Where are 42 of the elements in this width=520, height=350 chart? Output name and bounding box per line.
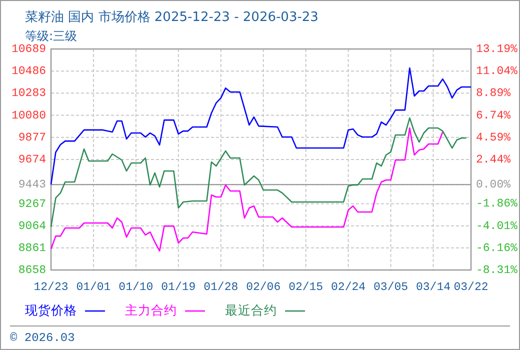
y2-tick-label: 11.04% <box>476 65 518 78</box>
y-tick-label: 8658 <box>18 264 46 278</box>
x-tick-label: 02/24 <box>331 281 366 294</box>
y-tick-label: 10486 <box>11 65 46 78</box>
y2-tick-label: -4.01% <box>476 220 518 233</box>
y-tick-label: 8861 <box>18 242 46 255</box>
x-tick-label: 02/06 <box>246 281 281 294</box>
line-series <box>50 117 467 228</box>
x-tick-label: 03/22 <box>454 281 488 294</box>
x-tick-label: 01/19 <box>161 281 196 294</box>
y2-tick-label: 0.00% <box>476 178 511 192</box>
x-tick-label: 02/15 <box>288 281 324 294</box>
x-tick-label: 01/28 <box>204 281 238 294</box>
y-tick-label: 10283 <box>11 87 46 100</box>
chart-subtitle: 等级:三级 <box>25 29 78 43</box>
legend-label: 最近合约 <box>225 302 277 318</box>
y2-tick-label: -8.31% <box>476 264 518 278</box>
y2-tick-label: -1.86% <box>476 198 518 211</box>
x-tick-label: 03/14 <box>416 281 451 294</box>
x-tick-label: 03/05 <box>374 281 408 294</box>
x-tick-label: 12/23 <box>34 281 68 294</box>
y2-tick-label: 13.19% <box>476 43 518 56</box>
line-series <box>50 67 472 186</box>
y-tick-label: 9064 <box>18 220 46 233</box>
legend-label: 主力合约 <box>125 302 177 318</box>
y2-tick-label: 8.89% <box>476 87 511 100</box>
chart-title: 菜籽油 国内 市场价格 2025-12-23 - 2026-03-23 <box>25 10 318 25</box>
text: © 2026.03 <box>10 331 75 346</box>
y-tick-label: 9674 <box>18 153 46 166</box>
y2-tick-label: -6.16% <box>476 242 518 255</box>
legend-label: 现货价格 <box>25 302 77 318</box>
y2-tick-label: 6.74% <box>476 109 511 122</box>
y-tick-label: 10689 <box>11 43 46 56</box>
y-tick-label: 9267 <box>18 198 46 211</box>
y-tick-label: 9877 <box>18 131 46 144</box>
y-tick-label: 10080 <box>11 109 46 122</box>
y2-tick-label: 4.59% <box>476 131 511 144</box>
y2-tick-label: 2.44% <box>476 154 511 167</box>
y-tick-label: 9443 <box>18 178 46 192</box>
line-series <box>50 127 444 252</box>
x-tick-label: 01/01 <box>76 281 111 294</box>
x-tick-label: 01/10 <box>118 281 154 294</box>
